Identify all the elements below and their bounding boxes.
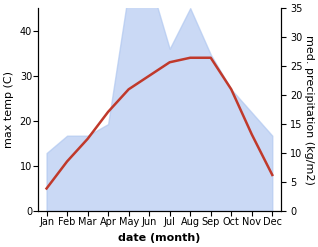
Y-axis label: max temp (C): max temp (C) [4, 71, 14, 148]
Y-axis label: med. precipitation (kg/m2): med. precipitation (kg/m2) [304, 35, 314, 185]
X-axis label: date (month): date (month) [118, 233, 201, 243]
